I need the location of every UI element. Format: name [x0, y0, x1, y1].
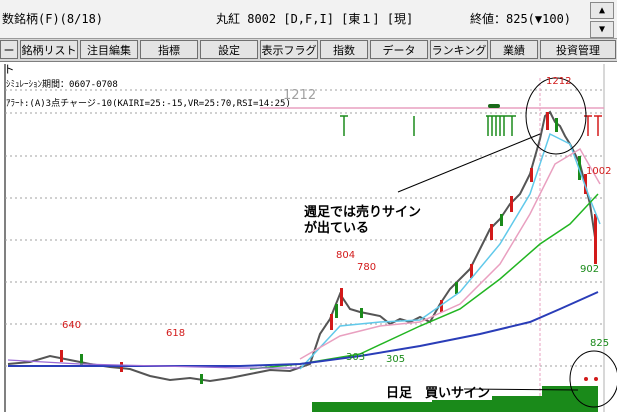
tab-data[interactable]: データ	[370, 40, 428, 59]
ma-longest-line	[7, 359, 300, 369]
stock-info: 丸紅 8002 [D,F,I] [東１] [現]	[216, 12, 414, 26]
ma-mid-line	[299, 147, 601, 360]
tab-display-flag[interactable]: 表示フラグ	[260, 40, 318, 59]
ma-short-line	[299, 132, 601, 370]
weekly-pointer-line	[397, 133, 541, 193]
buy-dots	[584, 377, 598, 381]
daily-pointer-line	[463, 388, 579, 391]
tab-stock-list[interactable]: 銘柄リスト	[20, 40, 78, 59]
price-label-825: 825	[590, 338, 610, 349]
tab-settings[interactable]: 設定	[200, 40, 258, 59]
spinner[interactable]: ▲ ▼	[590, 2, 614, 38]
price-label-640: 640	[62, 320, 82, 331]
spin-down-button[interactable]: ▼	[590, 21, 614, 38]
screen-title: 数銘柄(F)(8/18)	[2, 12, 104, 26]
tab-index[interactable]: 指数	[320, 40, 368, 59]
price-label-618: 618	[166, 328, 186, 339]
stock-chart	[4, 64, 617, 412]
tab-indicators[interactable]: 指標	[140, 40, 198, 59]
price-label-1002: 1002	[586, 166, 612, 177]
weekly-sell-note: 週足では売りサイン が出ている	[304, 205, 422, 236]
spin-up-button[interactable]: ▲	[590, 2, 614, 19]
alert-setting: ｱﾗｰﾄ:(A)3点チャージ-10(KAIRI=25:-15,VR=25:70,…	[6, 99, 291, 109]
sim-period: ｼﾐｭﾚｰｼｮﾝ期間：0607-0708	[6, 80, 118, 90]
price-label-303: 303	[346, 352, 366, 363]
tab-watch-edit[interactable]: 注目編集	[80, 40, 138, 59]
price-label-902: 902	[580, 264, 600, 275]
alert-markers	[340, 115, 516, 136]
daily-buy-note: 日足 買いサイン	[386, 386, 491, 401]
close-price: 終値：825(▼100)	[470, 12, 572, 26]
title-bar: 数銘柄(F)(8/18) 丸紅 8002 [D,F,I] [東１] [現] 終値…	[0, 0, 617, 39]
sell-markers	[584, 115, 602, 136]
tab-chart[interactable]: ート	[0, 40, 18, 76]
tab-ranking[interactable]: ランキング	[430, 40, 488, 59]
price-label-804: 804	[336, 250, 356, 261]
daily-highlight-circle	[569, 350, 617, 408]
tab-earnings[interactable]: 業績	[490, 40, 538, 59]
weekly-highlight-circle	[525, 77, 587, 155]
tab-portfolio[interactable]: 投資管理	[540, 40, 616, 59]
price-candles	[7, 110, 597, 384]
price-label-780: 780	[357, 262, 377, 273]
ma-longer-line	[8, 291, 599, 367]
price-label-1212-gray: 1212	[283, 88, 317, 103]
price-label-1212: 1212	[546, 76, 572, 87]
tab-bar: ート 銘柄リスト 注目編集 指標 設定 表示フラグ 指数 データ ランキング 業…	[0, 39, 617, 76]
alert-badge	[488, 104, 500, 108]
price-label-305: 305	[386, 354, 406, 365]
